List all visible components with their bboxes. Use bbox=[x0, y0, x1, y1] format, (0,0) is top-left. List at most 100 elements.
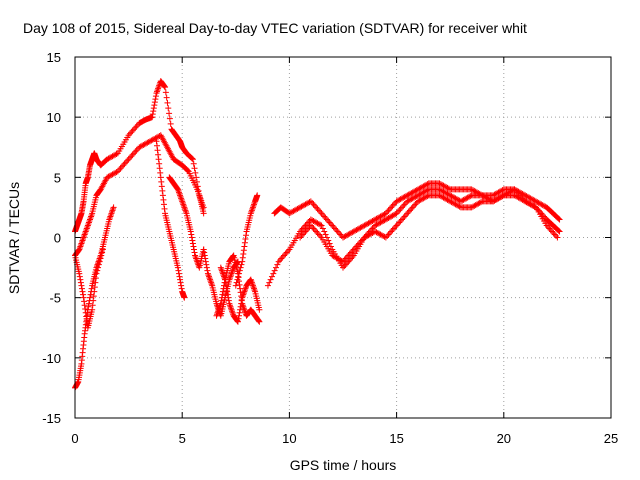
data-point bbox=[204, 267, 211, 274]
data-point bbox=[149, 114, 156, 121]
data-point bbox=[411, 202, 418, 209]
data-point bbox=[156, 165, 163, 172]
data-point bbox=[311, 202, 318, 209]
data-point bbox=[381, 233, 388, 240]
data-point bbox=[279, 254, 286, 261]
data-point bbox=[319, 211, 326, 218]
data-point bbox=[99, 249, 106, 256]
data-point bbox=[369, 225, 376, 232]
x-tick-label: 5 bbox=[179, 431, 186, 446]
data-point bbox=[499, 187, 506, 194]
data-point bbox=[175, 270, 182, 277]
data-point bbox=[177, 276, 184, 283]
data-point bbox=[97, 255, 104, 262]
y-tick-label: -10 bbox=[42, 351, 61, 366]
data-point bbox=[389, 226, 396, 233]
data-point bbox=[400, 214, 407, 221]
data-point bbox=[92, 279, 99, 286]
data-point bbox=[301, 223, 308, 230]
data-point bbox=[192, 169, 199, 176]
data-point bbox=[81, 302, 88, 309]
data-point bbox=[153, 138, 160, 145]
data-point bbox=[352, 245, 359, 252]
data-point bbox=[189, 155, 196, 162]
data-point bbox=[157, 169, 164, 176]
data-point bbox=[298, 226, 305, 233]
data-point bbox=[349, 254, 356, 261]
data-point bbox=[400, 202, 407, 209]
data-point bbox=[87, 291, 94, 298]
data-point bbox=[88, 285, 95, 292]
data-point bbox=[314, 205, 321, 212]
data-point bbox=[345, 252, 352, 259]
data-point bbox=[237, 264, 244, 271]
data-point bbox=[281, 252, 288, 259]
data-point bbox=[301, 229, 308, 236]
data-point bbox=[166, 110, 173, 117]
data-point bbox=[322, 231, 329, 238]
data-point bbox=[166, 115, 173, 122]
data-point bbox=[553, 232, 560, 239]
data-point bbox=[237, 306, 244, 313]
data-point bbox=[234, 276, 241, 283]
data-point bbox=[240, 247, 247, 254]
data-point bbox=[95, 264, 102, 271]
data-point bbox=[225, 297, 232, 304]
data-point bbox=[510, 187, 517, 194]
data-point bbox=[478, 199, 485, 206]
y-tick-label: 0 bbox=[54, 231, 61, 246]
data-point bbox=[344, 260, 351, 267]
data-point bbox=[79, 288, 86, 295]
data-point bbox=[151, 99, 158, 106]
data-point bbox=[551, 231, 558, 238]
data-point bbox=[162, 84, 169, 91]
data-point bbox=[317, 208, 324, 215]
y-tick-label: 5 bbox=[54, 170, 61, 185]
data-point bbox=[163, 94, 170, 101]
data-point bbox=[362, 232, 369, 239]
data-point bbox=[128, 129, 135, 136]
data-point bbox=[159, 192, 166, 199]
data-point bbox=[201, 252, 208, 259]
data-point bbox=[90, 293, 97, 300]
data-point bbox=[177, 279, 184, 286]
data-point bbox=[176, 273, 183, 280]
y-tick-label: -15 bbox=[42, 411, 61, 426]
data-point bbox=[191, 249, 198, 256]
data-point bbox=[90, 297, 97, 304]
data-point bbox=[93, 270, 100, 277]
data-point bbox=[154, 147, 161, 154]
data-point bbox=[323, 216, 330, 223]
data-point bbox=[99, 246, 106, 253]
data-point bbox=[302, 228, 309, 235]
data-point bbox=[356, 240, 363, 247]
data-point bbox=[315, 231, 322, 238]
data-point bbox=[200, 210, 207, 217]
data-point bbox=[322, 214, 329, 221]
data-point bbox=[200, 204, 207, 211]
data-point bbox=[397, 205, 404, 212]
data-point bbox=[346, 251, 353, 258]
data-point bbox=[512, 187, 519, 194]
data-point bbox=[314, 229, 321, 236]
data-point bbox=[350, 246, 357, 253]
data-point bbox=[95, 261, 102, 268]
data-point bbox=[110, 204, 117, 211]
data-point bbox=[189, 237, 196, 244]
data-point bbox=[303, 226, 310, 233]
data-point bbox=[256, 318, 263, 325]
data-point bbox=[187, 228, 194, 235]
data-point bbox=[78, 282, 85, 289]
data-point bbox=[241, 243, 248, 250]
data-point bbox=[124, 157, 131, 164]
data-point bbox=[554, 234, 561, 241]
data-point bbox=[331, 225, 338, 232]
data-point bbox=[80, 294, 87, 301]
data-point bbox=[151, 102, 158, 109]
data-point bbox=[268, 273, 275, 280]
data-point bbox=[467, 193, 474, 200]
data-point bbox=[348, 255, 355, 262]
data-point bbox=[282, 251, 289, 258]
data-point bbox=[129, 151, 136, 158]
data-point bbox=[256, 306, 263, 313]
